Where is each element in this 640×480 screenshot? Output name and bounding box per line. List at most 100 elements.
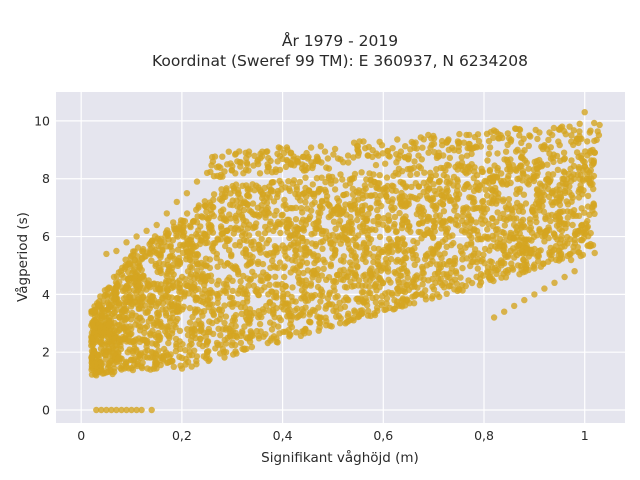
scatter-point bbox=[410, 280, 418, 287]
scatter-point bbox=[274, 339, 281, 346]
scatter-point bbox=[366, 250, 373, 257]
scatter-point bbox=[420, 136, 427, 143]
scatter-point bbox=[544, 161, 551, 168]
scatter-point bbox=[249, 200, 257, 207]
scatter-point bbox=[483, 192, 491, 199]
scatter-point bbox=[585, 175, 593, 183]
scatter-point bbox=[241, 345, 248, 352]
scatter-point bbox=[400, 265, 408, 272]
scatter-point bbox=[491, 264, 498, 272]
scatter-point bbox=[430, 218, 437, 225]
scatter-point bbox=[429, 275, 436, 283]
scatter-point bbox=[408, 193, 416, 201]
scatter-point bbox=[126, 331, 134, 338]
scatter-point bbox=[221, 215, 228, 222]
scatter-point bbox=[180, 303, 187, 310]
scatter-point bbox=[564, 201, 572, 208]
scatter-point bbox=[404, 166, 411, 173]
scatter-point bbox=[138, 290, 145, 297]
scatter-point bbox=[498, 170, 505, 177]
scatter-point bbox=[332, 225, 339, 233]
scatter-point bbox=[318, 272, 325, 279]
scatter-point bbox=[479, 198, 486, 205]
scatter-point bbox=[108, 406, 115, 414]
scatter-point bbox=[113, 306, 120, 313]
scatter-point bbox=[499, 198, 507, 205]
scatter-point bbox=[486, 144, 494, 151]
scatter-point bbox=[300, 269, 307, 277]
scatter-point bbox=[300, 327, 308, 335]
scatter-point bbox=[450, 239, 457, 247]
scatter-point bbox=[292, 257, 299, 264]
scatter-point bbox=[168, 306, 175, 314]
scatter-point bbox=[187, 270, 195, 278]
x-tick-label: 0,8 bbox=[474, 428, 494, 443]
scatter-point bbox=[228, 294, 236, 302]
scatter-point bbox=[385, 289, 392, 296]
scatter-point bbox=[324, 155, 332, 162]
scatter-point bbox=[483, 178, 490, 185]
scatter-point bbox=[471, 168, 478, 175]
y-tick-labels: 0 2 4 6 8 10 bbox=[34, 113, 50, 417]
scatter-point bbox=[450, 173, 458, 181]
scatter-point bbox=[360, 138, 367, 145]
scatter-point bbox=[443, 228, 450, 235]
scatter-point bbox=[118, 366, 125, 373]
scatter-point bbox=[462, 282, 469, 290]
scatter-point bbox=[256, 170, 264, 177]
scatter-point bbox=[287, 204, 294, 212]
scatter-point bbox=[580, 187, 587, 194]
scatter-point bbox=[506, 135, 513, 142]
scatter-point bbox=[440, 164, 447, 172]
scatter-point bbox=[330, 241, 337, 248]
scatter-point bbox=[266, 281, 273, 288]
x-tick-labels: 0 0,2 0,4 0,6 0,8 1 bbox=[77, 428, 588, 443]
scatter-point bbox=[566, 123, 573, 130]
scatter-point bbox=[211, 153, 219, 160]
scatter-point bbox=[168, 357, 175, 364]
scatter-point bbox=[208, 301, 216, 308]
scatter-point bbox=[414, 195, 421, 203]
scatter-point bbox=[435, 241, 443, 249]
scatter-point bbox=[443, 290, 450, 297]
scatter-point bbox=[359, 282, 366, 290]
scatter-point bbox=[545, 136, 552, 144]
scatter-point bbox=[186, 222, 194, 229]
scatter-point bbox=[516, 241, 523, 248]
scatter-point bbox=[334, 293, 341, 300]
scatter-point bbox=[315, 327, 322, 334]
scatter-point bbox=[446, 257, 454, 265]
scatter-point bbox=[156, 250, 164, 257]
scatter-point bbox=[195, 227, 202, 234]
scatter-point bbox=[153, 360, 160, 367]
scatter-point bbox=[300, 167, 308, 174]
scatter-point bbox=[468, 150, 475, 158]
scatter-point bbox=[403, 282, 410, 289]
scatter-point bbox=[139, 248, 146, 255]
scatter-point bbox=[408, 138, 415, 146]
scatter-point bbox=[513, 215, 520, 222]
scatter-point bbox=[480, 205, 487, 213]
scatter-point bbox=[103, 369, 110, 376]
scatter-point bbox=[369, 294, 376, 301]
scatter-point bbox=[292, 234, 299, 242]
scatter-point bbox=[287, 321, 294, 328]
scatter-point bbox=[339, 176, 346, 183]
scatter-point bbox=[561, 155, 568, 162]
scatter-point bbox=[179, 341, 186, 348]
x-tick-label: 0,4 bbox=[273, 428, 293, 443]
scatter-point bbox=[590, 157, 597, 164]
scatter-point bbox=[209, 243, 216, 250]
scatter-point bbox=[517, 162, 524, 169]
scatter-point bbox=[206, 256, 214, 263]
scatter-point bbox=[164, 351, 171, 358]
scatter-point bbox=[484, 157, 491, 164]
scatter-point bbox=[378, 299, 385, 306]
scatter-point bbox=[254, 204, 262, 211]
scatter-point bbox=[216, 315, 223, 323]
scatter-point bbox=[380, 215, 388, 222]
scatter-point bbox=[571, 268, 578, 275]
scatter-point bbox=[347, 202, 354, 210]
scatter-point bbox=[349, 191, 357, 198]
scatter-point bbox=[436, 293, 443, 301]
